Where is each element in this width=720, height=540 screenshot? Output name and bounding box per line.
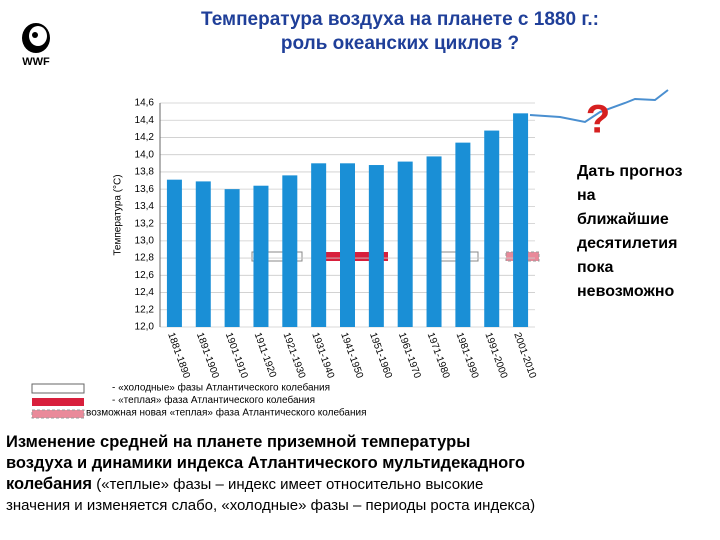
caption-text: значения и изменяется слабо, «холодные» … [6,497,536,514]
title-line: роль океанских циклов ? [281,33,519,54]
caption-bold: колебания [6,475,93,493]
y-tick-label: 14,2 [135,132,155,143]
legend-label: - «теплая» фаза Атлантического колебания [112,394,315,406]
logo-text: WWF [22,56,50,68]
legend-label: - «холодные» фазы Атлантического колебан… [112,382,330,394]
bar [195,181,211,327]
trend-line [529,89,669,124]
bar [224,189,240,327]
note-line: Дать прогноз [577,163,683,180]
y-tick-label: 13,0 [135,235,155,246]
x-tick-label: 2001-2010 [511,331,538,380]
y-tick-label: 14,4 [135,115,155,126]
y-tick-label: 12,8 [135,253,155,264]
x-tick-label: 1911-1920 [252,331,279,379]
x-tick-label: 1891-1900 [194,331,221,380]
note-line: ближайшие [577,211,669,228]
legend-swatch [31,383,85,394]
bar [340,163,355,327]
y-tick-label: 13,6 [135,184,155,195]
bar [513,113,529,327]
bar [311,163,327,327]
x-tick-label: 1941-1950 [338,331,365,380]
y-tick-label: 13,4 [135,201,155,212]
note-line: пока [577,259,613,276]
legend-label: возможная новая «теплая» фаза Атлантичес… [86,407,367,419]
x-tick-label: 1931-1940 [309,331,336,380]
bar [282,175,298,327]
x-tick-label: 1981-1990 [454,331,481,380]
legend-swatch [32,398,84,406]
x-tick-label: 1881-1890 [165,331,192,380]
title-line: Температура воздуха на планете с 1880 г.… [201,9,599,30]
bar [426,156,442,327]
y-tick-label: 14,0 [135,149,155,160]
bar [455,142,471,327]
caption-bold: воздуха и динамики индекса Атлантическог… [6,454,525,472]
bar [397,161,413,327]
note-line: десятилетия [577,235,677,252]
bar [253,185,269,327]
question-mark: ? [586,98,610,142]
x-tick-label: 1901-1910 [223,331,250,380]
note-line: невозможно [577,283,675,300]
note-line: на [577,187,596,204]
bar [368,165,384,327]
legend-swatch [31,409,85,419]
y-tick-label: 12,2 [135,304,155,315]
y-tick-label: 12,6 [135,270,155,281]
chart: WWF Температура воздуха на планете с 188… [22,9,683,419]
y-tick-label: 12,4 [135,287,155,298]
caption-text: («теплые» фазы – индекс имеет относитель… [92,476,484,493]
x-tick-label: 1971-1980 [425,331,452,380]
caption: Изменение средней на планете приземной т… [6,432,716,516]
x-tick-label: 1991-2000 [482,331,509,380]
x-tick-label: 1951-1960 [367,331,394,380]
y-tick-label: 14,6 [135,98,155,109]
y-tick-label: 12,0 [135,322,155,333]
bar [166,179,182,327]
y-axis-label: Температура (°C) [113,174,124,255]
caption-bold: Изменение средней на планете приземной т… [6,433,471,451]
bar [484,130,500,327]
cold-phase [251,251,303,262]
logo: WWF [22,23,50,68]
y-tick-label: 13,8 [135,167,155,178]
y-tick-label: 13,2 [135,218,155,229]
forecast-note: Дать прогноз на ближайшие десятилетия пока не… [577,163,683,300]
x-tick-label: 1921-1930 [281,331,308,380]
x-tick-label: 1961-1970 [396,331,423,380]
